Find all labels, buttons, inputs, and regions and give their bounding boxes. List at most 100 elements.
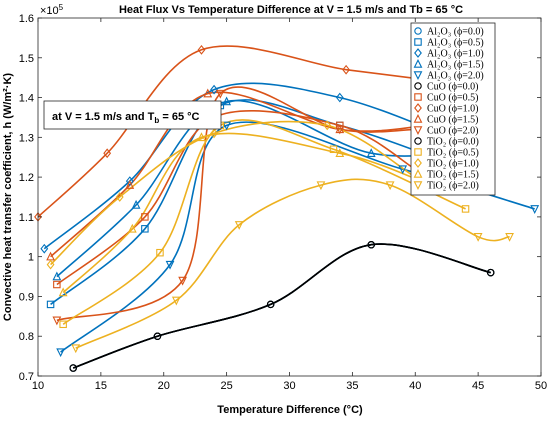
y-tick-label: 1.6 <box>19 13 34 25</box>
legend-entry: CuO (ϕ=1.0) <box>427 104 478 115</box>
series-point <box>46 259 55 270</box>
x-tick-label: 20 <box>158 380 170 392</box>
series-line <box>72 243 491 369</box>
y-tick-label: 1.3 <box>19 132 34 144</box>
series-point <box>266 300 275 309</box>
series-point <box>40 243 49 254</box>
series-point <box>69 364 77 372</box>
x-axis-ticks: 10 15 20 25 30 35 40 45 50 <box>32 18 547 392</box>
legend-marker <box>414 148 422 156</box>
legend-entry: Al₂O₃ (ϕ=0.0) <box>427 27 484 38</box>
series-line <box>62 132 422 294</box>
legend-marker <box>414 27 422 35</box>
legend-entry: TiO₂ (ϕ=1.5) <box>427 170 479 181</box>
y-tick-label: 1 <box>28 252 34 264</box>
legend-marker <box>414 38 422 46</box>
y-axis-multiplier-exponent: 5 <box>59 3 64 12</box>
series-point <box>203 88 213 98</box>
series-point <box>342 64 350 75</box>
series-point <box>131 199 141 209</box>
legend-entry: CuO (ϕ=1.5) <box>427 115 478 126</box>
legend-marker <box>413 58 423 68</box>
series-point <box>125 176 134 186</box>
legend-entry: Al₂O₃ (ϕ=1.5) <box>427 60 484 71</box>
series-point <box>115 192 124 202</box>
series-point <box>46 300 55 309</box>
x-tick-label: 25 <box>221 380 233 392</box>
legend-entry: CuO (ϕ=0.0) <box>427 82 478 93</box>
series-point <box>367 240 375 249</box>
series-point <box>141 213 149 221</box>
legend-entry: TiO₂ (ϕ=2.0) <box>427 181 479 192</box>
series-point <box>52 316 62 326</box>
series-point <box>53 280 61 289</box>
series-line <box>75 178 510 349</box>
series-point <box>385 181 395 191</box>
series-point <box>125 180 135 189</box>
y-tick-label: 1.5 <box>19 53 34 65</box>
series-point <box>103 148 112 159</box>
series-line <box>50 120 416 266</box>
legend-marker <box>413 71 423 81</box>
y-axis-multiplier: ×105 <box>40 3 64 17</box>
series-point <box>58 287 68 297</box>
legend-marker <box>414 48 422 58</box>
legend-marker <box>414 158 422 168</box>
series-point <box>59 320 67 329</box>
series-point <box>165 260 175 270</box>
series-point <box>366 148 376 157</box>
series-point <box>178 276 188 286</box>
legend-entry: Al₂O₃ (ϕ=2.0) <box>427 71 484 82</box>
legend-entry: TiO₂ (ϕ=0.0) <box>427 137 479 148</box>
legend-marker <box>413 126 423 136</box>
legend-entry: TiO₂ (ϕ=0.5) <box>427 148 479 159</box>
series-point <box>210 84 218 95</box>
series-point <box>153 332 162 340</box>
series-point <box>127 223 137 233</box>
series-line <box>56 99 479 278</box>
annotation-text: at V = 1.5 m/s and Tb = 65 °C <box>52 111 200 125</box>
series-point <box>335 125 345 135</box>
series-point <box>71 344 81 354</box>
x-tick-label: 30 <box>283 380 295 392</box>
annotation-subscript: b <box>154 116 159 125</box>
legend-marker <box>413 181 423 191</box>
series-point <box>329 145 338 154</box>
series-point <box>234 221 244 230</box>
series-point <box>52 271 62 281</box>
annotation-box: at V = 1.5 m/s and Tb = 65 °C <box>43 100 222 130</box>
series-point <box>171 296 181 306</box>
legend-entry: Al₂O₃ (ϕ=1.0) <box>427 49 484 60</box>
annotation-suffix: = 65 °C <box>159 111 199 123</box>
series-line <box>38 45 441 218</box>
series-point <box>530 205 540 214</box>
legend-entry: CuO (ϕ=2.0) <box>427 126 478 137</box>
series-line <box>43 82 479 250</box>
legend-marker <box>413 113 423 123</box>
legend-frame <box>410 22 496 196</box>
x-axis-label: Temperature Difference (°C) <box>217 404 363 416</box>
series-point <box>222 96 232 106</box>
legend: Al₂O₃ (ϕ=0.0)Al₂O₃ (ϕ=0.5)Al₂O₃ (ϕ=1.0)A… <box>410 22 496 196</box>
x-tick-label: 45 <box>472 380 484 392</box>
legend-entry: TiO₂ (ϕ=1.0) <box>427 159 479 170</box>
series-point <box>486 268 495 277</box>
legend-items: Al₂O₃ (ϕ=0.0)Al₂O₃ (ϕ=0.5)Al₂O₃ (ϕ=1.0)A… <box>413 27 484 192</box>
series-point <box>215 89 225 99</box>
series-point <box>197 44 206 55</box>
x-tick-label: 10 <box>32 380 44 392</box>
series-point <box>473 233 483 242</box>
x-tick-label: 35 <box>346 380 358 392</box>
series-point <box>222 121 232 131</box>
y-tick-label: 1.1 <box>19 212 34 224</box>
series-point <box>398 165 408 175</box>
legend-entry: Al₂O₃ (ϕ=0.5) <box>427 38 484 49</box>
y-tick-label: 0.8 <box>19 331 34 343</box>
annotation-box-frame <box>43 100 222 130</box>
series-point <box>316 181 326 191</box>
series-point <box>335 148 345 157</box>
annotation-prefix: at V = 1.5 m/s and T <box>52 111 155 123</box>
chart-title: Heat Flux Vs Temperature Difference at V… <box>119 4 463 16</box>
series-point <box>141 225 149 233</box>
